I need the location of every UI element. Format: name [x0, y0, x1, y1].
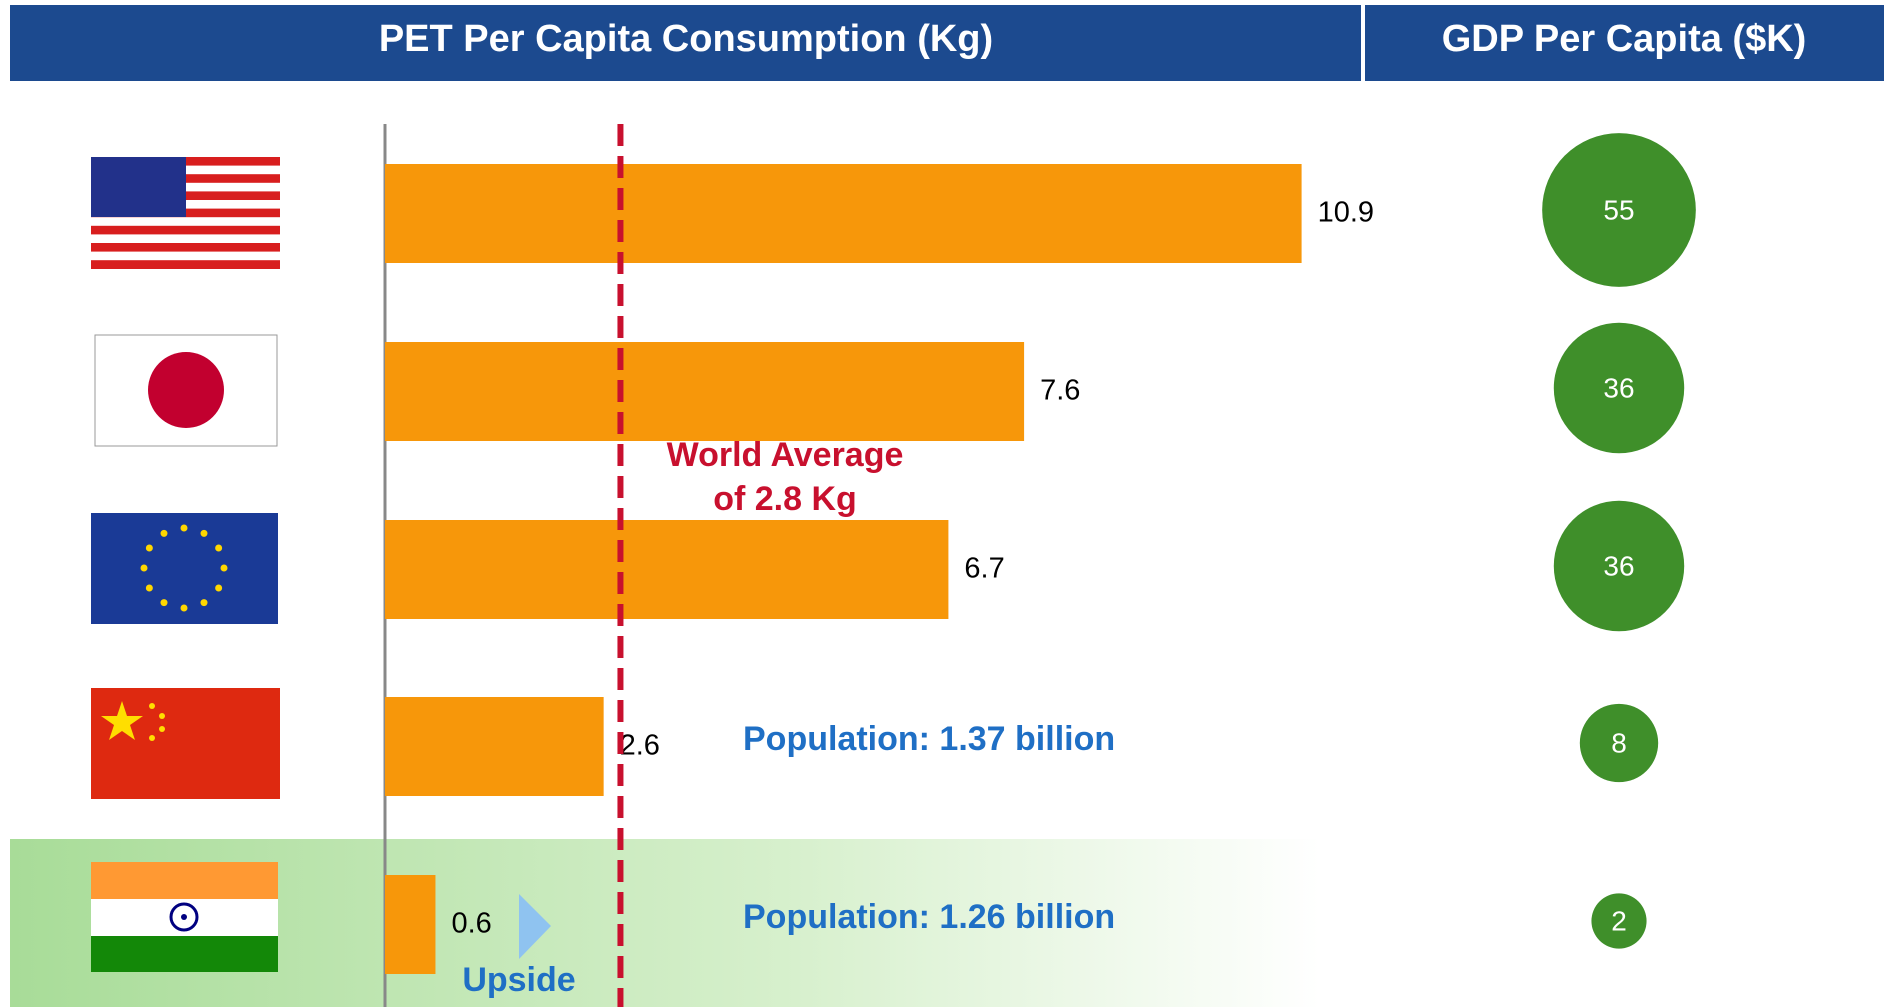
annotation: Population: 1.37 billion [743, 720, 1115, 758]
value-label: 7.6 [1040, 375, 1080, 407]
star [200, 599, 208, 607]
bubble-label: 36 [1603, 372, 1634, 403]
reference-label: of 2.8 Kg [713, 480, 857, 518]
bubble [1553, 500, 1685, 632]
bubble [1553, 322, 1685, 454]
flag-eu [91, 513, 278, 624]
upside-arrow [519, 894, 551, 959]
star [215, 544, 223, 552]
star [145, 544, 153, 552]
value-label: 2.6 [620, 730, 660, 762]
star [180, 604, 188, 612]
value-label: 10.9 [1318, 197, 1374, 229]
value-label: 0.6 [451, 908, 491, 940]
star [220, 564, 228, 572]
bubble [1591, 893, 1647, 949]
bar [385, 875, 436, 974]
bubble [1579, 703, 1659, 783]
flag-india [91, 862, 278, 972]
bar [385, 164, 1302, 263]
bubble-label: 55 [1603, 194, 1634, 225]
star [160, 599, 168, 607]
header-title: GDP Per Capita ($K) [1442, 18, 1807, 60]
bubble-label: 8 [1611, 727, 1627, 758]
reference-label: World Average [667, 436, 904, 474]
header-left [10, 5, 1361, 81]
annotation: Population: 1.26 billion [743, 898, 1115, 936]
bar [385, 342, 1025, 441]
bubble-label: 2 [1611, 905, 1627, 936]
annotation: Upside [462, 961, 575, 999]
flag-china [91, 688, 280, 799]
star [145, 584, 153, 592]
star [160, 529, 168, 537]
flag-japan [94, 334, 278, 447]
star [180, 524, 188, 532]
flag-usa [91, 157, 280, 269]
bar [385, 520, 949, 619]
star [215, 584, 223, 592]
bar [385, 697, 604, 796]
bubble-label: 36 [1603, 550, 1634, 581]
star [200, 529, 208, 537]
header-title: PET Per Capita Consumption (Kg) [379, 18, 993, 60]
header-right [1365, 5, 1884, 81]
star [140, 564, 148, 572]
bubble [1542, 133, 1696, 287]
value-label: 6.7 [964, 553, 1004, 585]
